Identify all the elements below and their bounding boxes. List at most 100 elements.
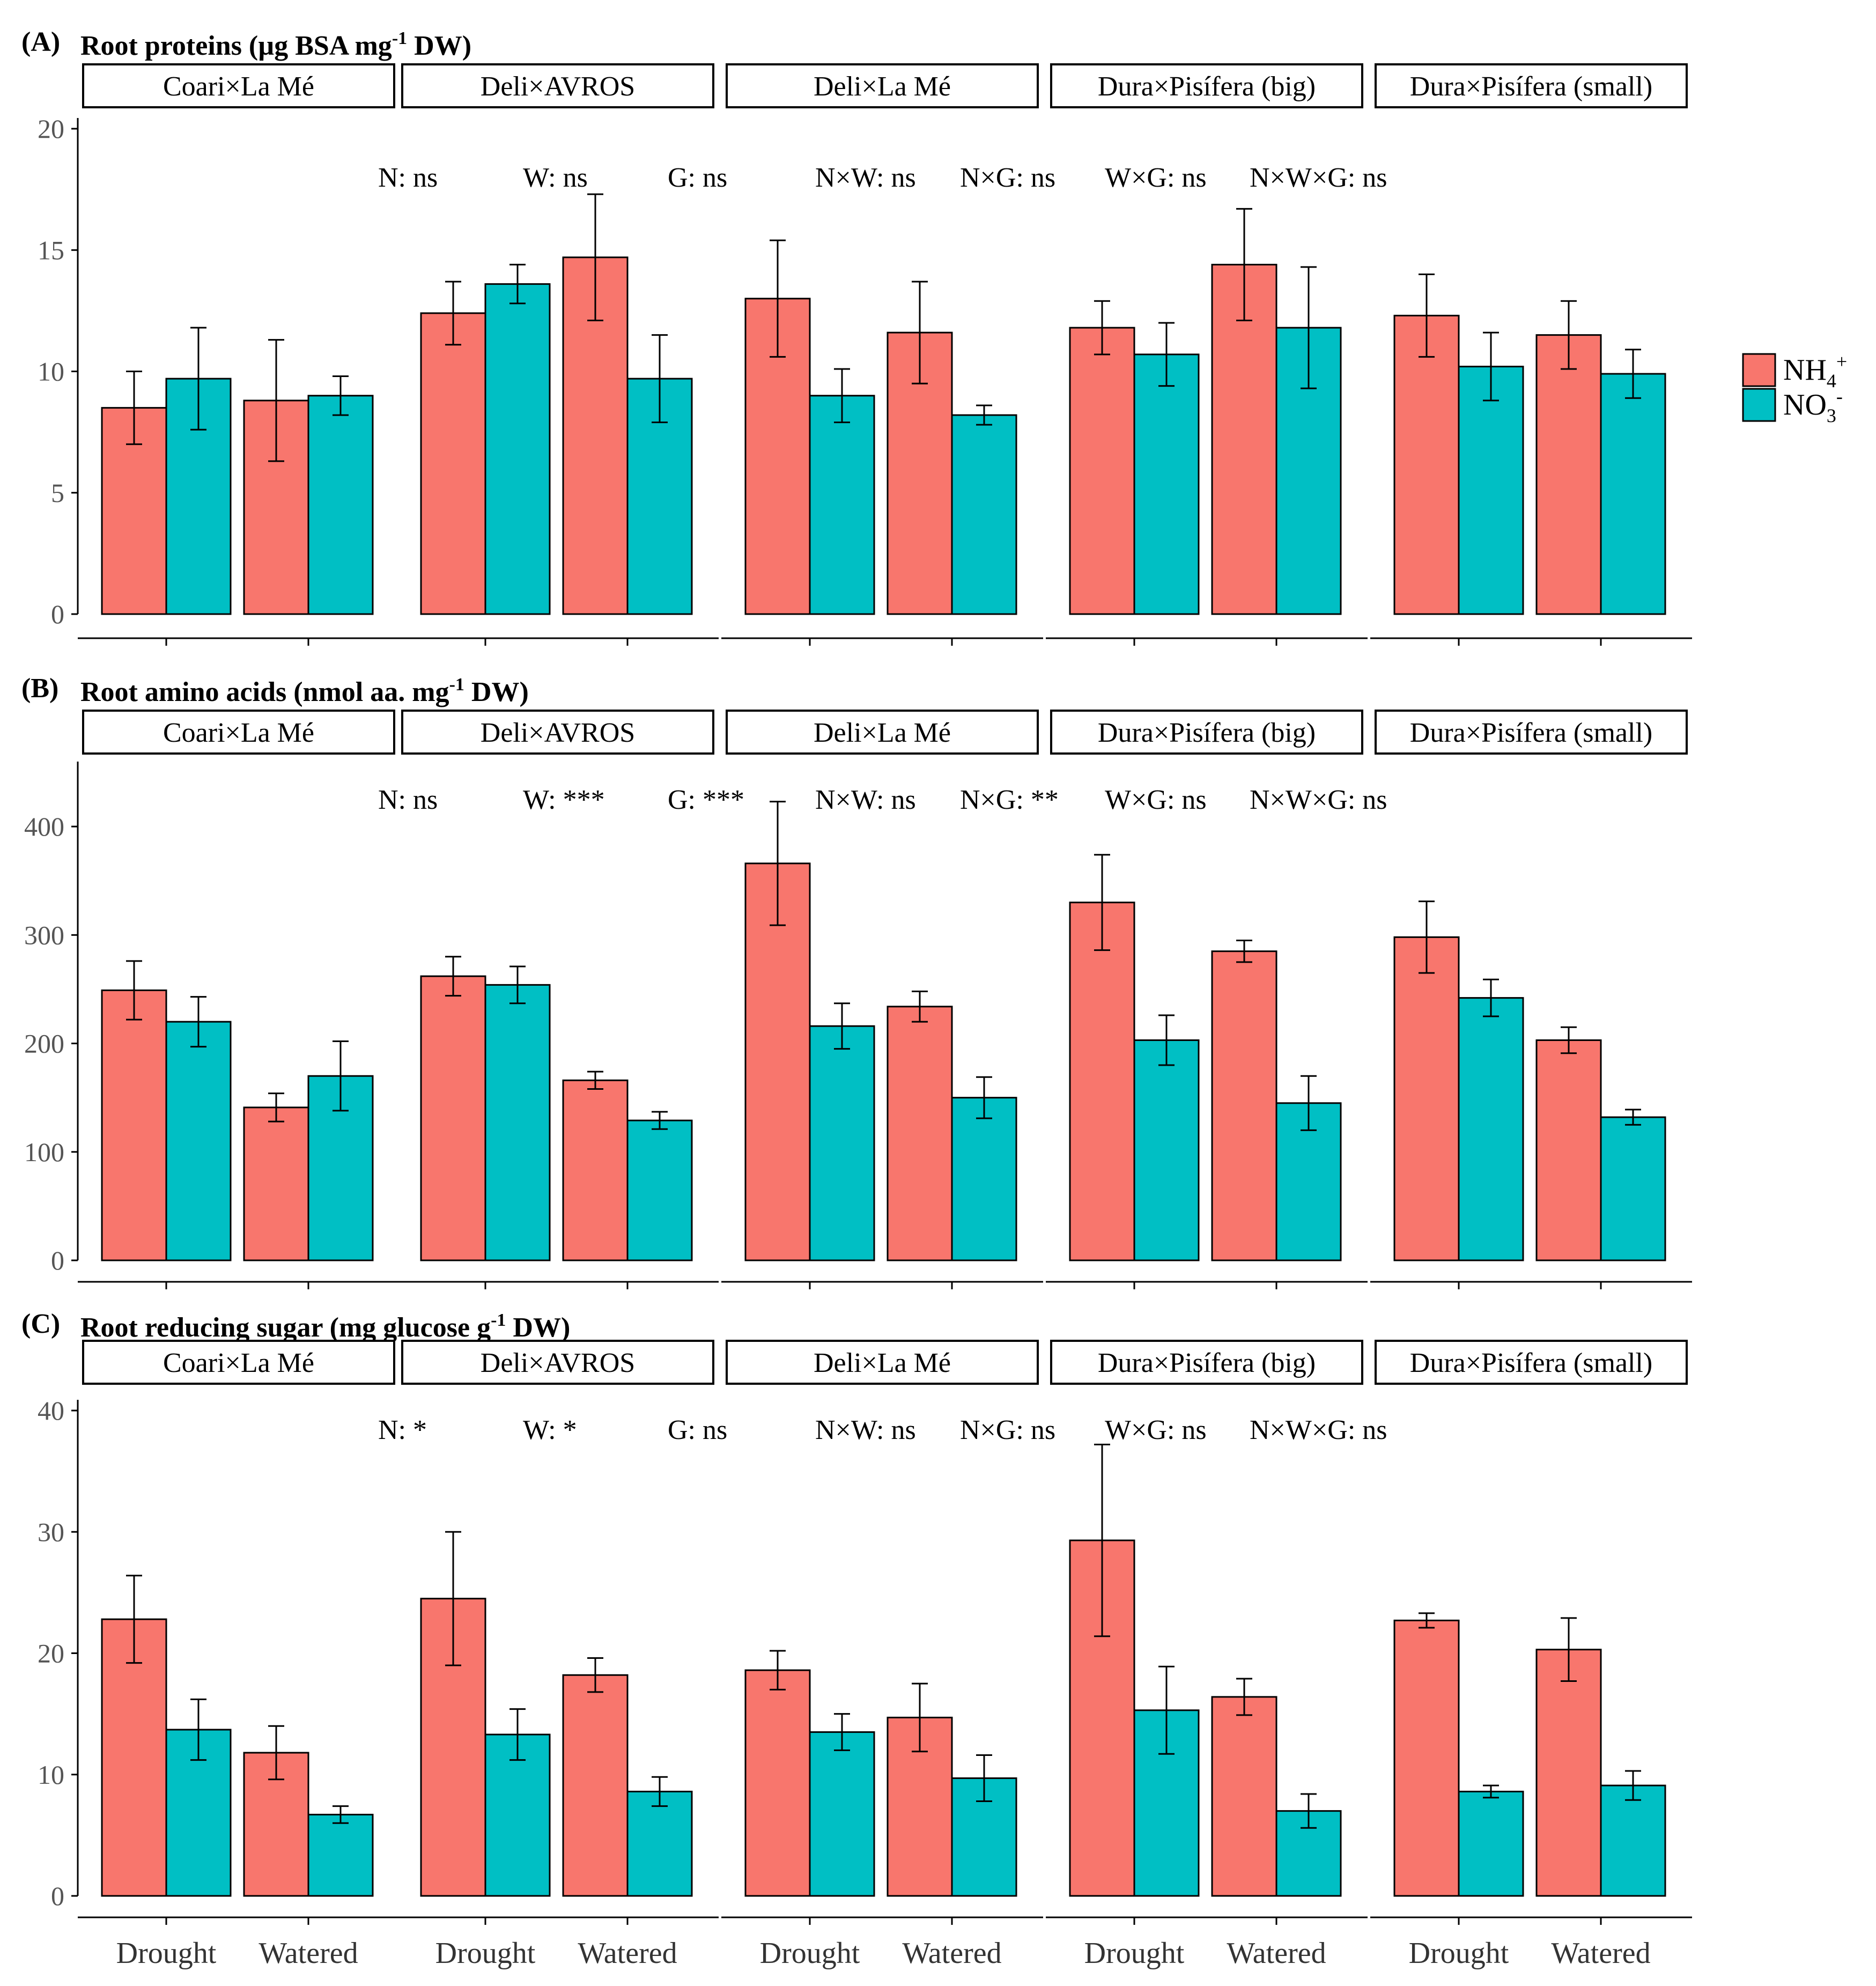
error-bar — [268, 1092, 284, 1123]
stat-annotation: N×G: ns — [960, 1415, 1055, 1445]
bar — [1535, 1649, 1602, 1897]
error-bar — [1483, 1784, 1499, 1799]
bar — [1535, 334, 1602, 615]
stat-annotation: N×G: ** — [960, 785, 1059, 815]
error-bar — [333, 375, 349, 416]
error-bar — [652, 334, 668, 424]
y-tick-label: 40 — [38, 1396, 64, 1426]
y-tick-label: 200 — [24, 1029, 64, 1059]
bar — [165, 1021, 232, 1261]
bar — [1211, 263, 1277, 615]
error-bar — [126, 1575, 142, 1664]
bar — [809, 395, 875, 615]
bar — [1393, 314, 1460, 615]
facet: Deli×La Mé — [721, 63, 1043, 646]
error-bar — [126, 371, 142, 445]
facet: Dura×Pisífera (small) — [1370, 63, 1692, 646]
stat-annotation: N: ns — [378, 163, 438, 193]
x-category-label: Drought — [760, 1937, 860, 1970]
bar — [562, 1674, 629, 1897]
error-bar — [1236, 208, 1252, 321]
error-bar — [912, 990, 928, 1023]
panel-title: Root proteins (µg BSA mg-1 DW) — [80, 28, 471, 61]
error-bar — [445, 1531, 461, 1666]
stat-annotation: W×G: ns — [1105, 163, 1207, 193]
x-category-label: Watered — [578, 1937, 677, 1970]
panel-b: (B) Root amino acids (nmol aa. mg-1 DW) 0 1… — [21, 673, 1692, 1289]
error-bar — [770, 1650, 786, 1690]
x-category-label: Watered — [902, 1937, 1001, 1970]
facet-strip — [726, 1340, 1039, 1385]
bar — [626, 1119, 693, 1261]
y-tick-label: 20 — [38, 114, 64, 144]
error-bar — [1419, 900, 1435, 974]
stat-annotation: W: *** — [523, 785, 605, 815]
error-bar — [126, 960, 142, 1021]
facet: Deli×AVROS Drought Watered — [397, 1340, 719, 1970]
panel-label: (A) — [21, 27, 60, 57]
x-category-label: Drought — [1409, 1937, 1509, 1970]
stat-annotation: W×G: ns — [1105, 1415, 1207, 1445]
bar — [307, 395, 374, 615]
x-category-label: Drought — [116, 1937, 217, 1970]
bar — [307, 1813, 374, 1897]
error-bar — [834, 1002, 850, 1050]
facet-strip — [726, 63, 1039, 108]
bar — [420, 312, 486, 615]
y-tick-label: 400 — [24, 811, 64, 841]
facet-strip — [1050, 710, 1363, 755]
legend-label: NO3- — [1783, 386, 1843, 426]
error-bar — [976, 1754, 992, 1803]
error-bar — [652, 1111, 668, 1130]
error-bar — [445, 280, 461, 346]
error-bar — [1625, 1109, 1641, 1126]
bar — [951, 1097, 1017, 1261]
error-bar — [1561, 300, 1577, 370]
legend-key — [1742, 353, 1776, 387]
facet-strip-label: Dura×Pisífera (small) — [1410, 71, 1652, 102]
bar — [1133, 1039, 1200, 1261]
y-tick-label: 10 — [38, 357, 64, 387]
stat-annotation: N×W×G: ns — [1250, 785, 1387, 815]
stat-annotation: W: ns — [523, 163, 588, 193]
error-bar — [1094, 300, 1110, 356]
facet-strip-label: Coari×La Mé — [163, 71, 314, 102]
x-category-label: Drought — [435, 1937, 536, 1970]
error-bar — [652, 1776, 668, 1807]
bar — [1458, 365, 1524, 615]
bar — [484, 984, 551, 1261]
bar — [420, 975, 486, 1261]
stat-annotation: W×G: ns — [1105, 785, 1207, 815]
y-tick-label: 10 — [38, 1760, 64, 1790]
error-bar — [1301, 1075, 1317, 1131]
error-bar — [1301, 1793, 1317, 1829]
error-bar — [268, 339, 284, 462]
bar — [887, 1006, 953, 1261]
y-tick-label: 30 — [38, 1517, 64, 1547]
facet-strip — [1375, 63, 1688, 108]
stat-annotation: N×G: ns — [960, 163, 1055, 193]
x-category-label: Drought — [1084, 1937, 1185, 1970]
y-tick-label: 0 — [51, 1881, 64, 1911]
panels: (A) Root proteins (µg BSA mg-1 DW) 0 5 10 15 2… — [21, 27, 1692, 1970]
bar — [744, 862, 811, 1261]
error-bar — [1483, 331, 1499, 402]
x-category-label: Watered — [1227, 1937, 1326, 1970]
facet-strip-label: Deli×AVROS — [481, 71, 635, 102]
facet-strip-label: Dura×Pisífera (big) — [1098, 1348, 1316, 1378]
facet-strip-label: Dura×Pisífera (small) — [1410, 718, 1652, 748]
facet-strip — [401, 1340, 714, 1385]
error-bar — [1158, 1014, 1175, 1066]
y-tick-label: 100 — [24, 1137, 64, 1167]
facet: Dura×Pisífera (big) — [1046, 710, 1368, 1289]
facet: Dura×Pisífera (big) — [1046, 63, 1368, 646]
bar — [809, 1731, 875, 1897]
facet-strip — [401, 710, 714, 755]
bar — [809, 1025, 875, 1261]
facet-strip — [82, 63, 395, 108]
stat-annotation: N: ns — [378, 785, 438, 815]
facet: Coari×La Mé Drought Watered — [78, 1340, 400, 1970]
y-tick-label: 20 — [38, 1638, 64, 1668]
error-bar — [1236, 939, 1252, 963]
bar — [243, 1106, 309, 1261]
